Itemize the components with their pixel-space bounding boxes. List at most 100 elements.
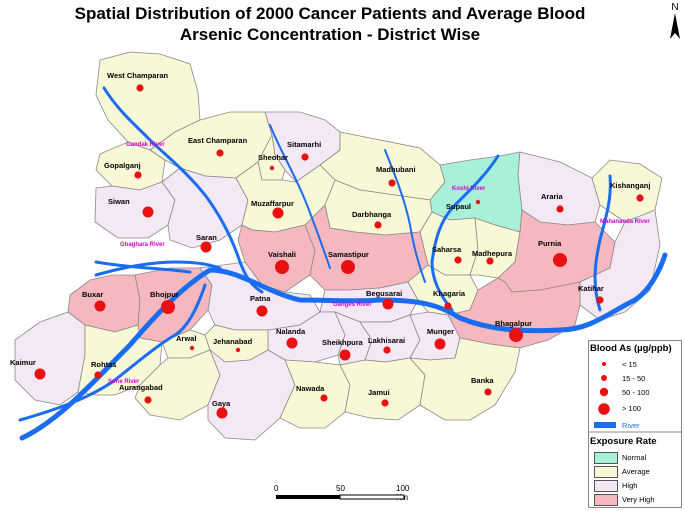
label-katihar: Katihar xyxy=(578,284,604,293)
map-title-line2: Arsenic Concentration - District Wise xyxy=(179,25,481,44)
district-araria xyxy=(517,151,601,226)
label-muzaffarpur: Muzaffarpur xyxy=(251,199,294,208)
legend-blood-title: Blood As (µg/ppb) xyxy=(590,343,672,354)
north-arrow: N xyxy=(668,2,682,46)
label-purnia: Purnia xyxy=(538,239,562,248)
river-label-sone-river: Sone River xyxy=(108,379,140,385)
label-saran: Saran xyxy=(196,233,217,242)
label-banka: Banka xyxy=(471,376,494,385)
scale-bar-graphic xyxy=(276,494,405,500)
dot-buxar xyxy=(94,300,106,312)
dot-sitamarhi xyxy=(301,153,309,161)
dot-jehanabad xyxy=(235,347,241,353)
label-aurangabad: Aurangabad xyxy=(119,383,163,392)
dot-sheohar xyxy=(269,165,275,171)
dot-darbhanga xyxy=(374,221,382,229)
label-buxar: Buxar xyxy=(82,290,103,299)
legend: Blood As (µg/ppb) < 15 15 - 50 50 - 100 … xyxy=(588,340,682,508)
river-label-mahananda-river: Mahananda River xyxy=(600,219,650,225)
legend-exposure-label: High xyxy=(622,481,638,490)
dot-begusarai xyxy=(382,298,394,310)
river-label-gandak-river: Gandak River xyxy=(126,142,165,148)
dot-kishanganj xyxy=(636,194,644,202)
legend-dot-xlarge-icon xyxy=(598,403,610,415)
legend-swatch-very-high xyxy=(594,494,618,506)
dot-supaul xyxy=(475,199,481,205)
label-jamui: Jamui xyxy=(368,388,390,397)
legend-river: River xyxy=(588,419,682,433)
label-vaishali: Vaishali xyxy=(268,250,296,259)
legend-blood-class-label: < 15 xyxy=(622,360,637,369)
district-siwan xyxy=(94,181,176,239)
legend-blood-class-4: > 100 xyxy=(588,401,682,415)
district-gaya xyxy=(207,348,296,441)
dot-nawada xyxy=(320,394,328,402)
river-sone xyxy=(18,283,207,422)
label-sheohar: Sheohar xyxy=(258,153,288,162)
district-nawada xyxy=(279,359,351,429)
north-arrow-icon xyxy=(670,13,680,39)
label-east-champaran: East Champaran xyxy=(188,136,248,145)
river-labels: Gandak River Koshi River Mahananda River Gh… xyxy=(108,142,650,385)
legend-exposure-title: Exposure Rate xyxy=(590,436,657,447)
label-bhojpur: Bhojpur xyxy=(150,290,179,299)
legend-blood-class-1: < 15 xyxy=(588,357,682,371)
legend-blood-class-3: 50 - 100 xyxy=(588,385,682,399)
dot-madhepura xyxy=(486,257,494,265)
dot-east-champaran xyxy=(216,149,224,157)
dot-lakhisarai xyxy=(383,346,391,354)
river-ganges-branch xyxy=(94,260,222,277)
label-kaimur: Kaimur xyxy=(10,358,36,367)
label-patna: Patna xyxy=(250,294,271,303)
dot-samastipur xyxy=(341,260,355,274)
river-ganges xyxy=(19,252,668,441)
label-saharsa: Saharsa xyxy=(432,245,462,254)
river-gandak xyxy=(102,86,264,294)
label-khagaria: Khagaria xyxy=(433,289,466,298)
legend-exposure-label: Average xyxy=(622,467,650,476)
dot-jamui xyxy=(381,399,389,407)
scale-bar: 0 50 100 Km xyxy=(270,484,420,504)
river-bagmati xyxy=(269,124,331,269)
dot-bhojpur xyxy=(161,300,175,314)
dot-madhubani xyxy=(388,179,396,187)
legend-dot-large-icon xyxy=(599,387,609,397)
dot-muzaffarpur xyxy=(272,207,284,219)
dot-saharsa xyxy=(454,256,462,264)
dot-katihar xyxy=(596,296,604,304)
label-gaya: Gaya xyxy=(212,399,231,408)
river-label-koshi-river: Koshi River xyxy=(452,186,486,192)
dot-patna xyxy=(256,305,268,317)
label-kishanganj: Kishanganj xyxy=(610,181,650,190)
north-label: N xyxy=(671,2,679,13)
dot-purnia xyxy=(553,253,567,267)
label-araria: Araria xyxy=(541,192,564,201)
legend-exposure-high: High xyxy=(588,479,682,493)
river-label-ganges-river: Ganges River xyxy=(333,302,372,308)
label-nawada: Nawada xyxy=(296,384,325,393)
dot-khagaria xyxy=(444,302,452,310)
dot-kaimur xyxy=(34,368,46,380)
label-rohtas: Rohtas xyxy=(91,360,116,369)
dot-gaya xyxy=(216,407,228,419)
dot-bhagalpur xyxy=(509,328,523,342)
dot-arwal xyxy=(189,345,195,351)
river-koshi xyxy=(430,154,500,312)
dot-saran xyxy=(200,241,212,253)
label-madhubani: Madhubani xyxy=(376,165,416,174)
label-gopalganj: Gopalganj xyxy=(104,161,141,170)
river-mahananda xyxy=(593,174,612,312)
legend-river-label: River xyxy=(622,421,640,430)
dot-banka xyxy=(484,388,492,396)
river-kamala xyxy=(384,149,426,283)
label-begusarai: Begusarai xyxy=(366,289,402,298)
label-darbhanga: Darbhanga xyxy=(352,210,392,219)
legend-exposure-normal: Normal xyxy=(588,451,682,465)
dot-gopalganj xyxy=(134,171,142,179)
rivers-layer xyxy=(18,86,668,441)
river-label-ghaghara-river: Ghaghara River xyxy=(120,242,165,248)
label-arwal: Arwal xyxy=(176,334,196,343)
legend-blood-class-label: 50 - 100 xyxy=(622,388,650,397)
dot-araria xyxy=(556,205,564,213)
